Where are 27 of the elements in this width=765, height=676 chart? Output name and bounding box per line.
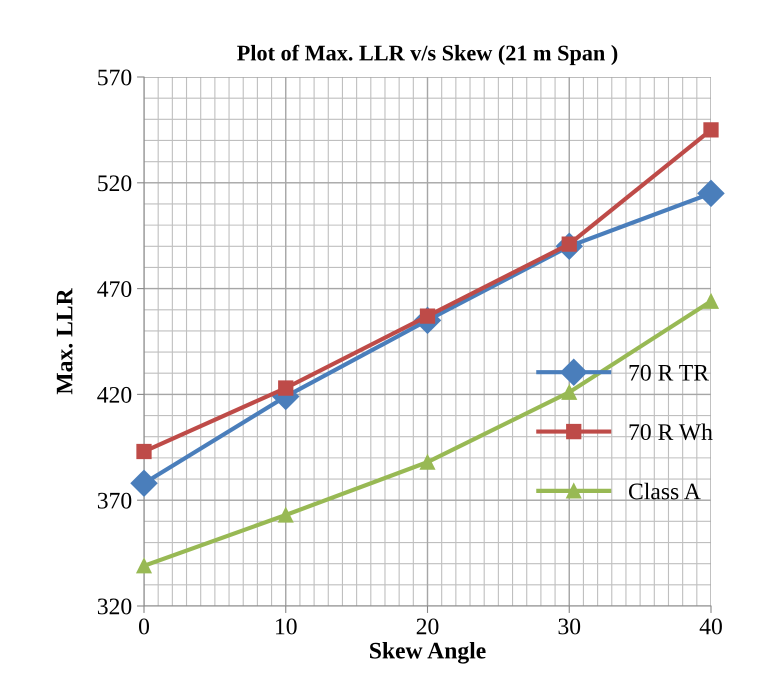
y-tick-label: 370	[98, 492, 132, 509]
legend-label: 70 R TR	[630, 364, 709, 381]
point	[130, 470, 158, 497]
point	[136, 558, 152, 574]
x-tick-label: 40	[700, 618, 722, 634]
y-tick-label: 470	[97, 281, 132, 298]
y-tick-label: 520	[98, 175, 132, 192]
x-axis-title: Skew Angle	[370, 642, 486, 664]
legend-label: Class A	[629, 482, 701, 500]
point	[703, 294, 719, 309]
x-tick-label: 10	[276, 618, 297, 634]
point	[136, 444, 152, 460]
legend-label: 70 R Wh	[630, 423, 713, 440]
x-tick-label: 0	[138, 618, 150, 634]
y-tick-label: 420	[97, 386, 132, 403]
point	[278, 507, 294, 523]
x-tick-label: 30	[558, 618, 580, 634]
chart-title: Plot of Max. LLR v/s Skew (21 m Span )	[237, 44, 618, 66]
point	[703, 122, 719, 138]
point	[562, 384, 577, 400]
y-tick-label: 320	[98, 598, 132, 614]
point	[698, 180, 724, 207]
y-axis-title: Max. LLR	[56, 288, 73, 394]
point	[420, 454, 436, 470]
y-tick-label: 570	[98, 69, 132, 86]
point	[278, 380, 294, 396]
x-tick-label: 20	[416, 618, 438, 634]
